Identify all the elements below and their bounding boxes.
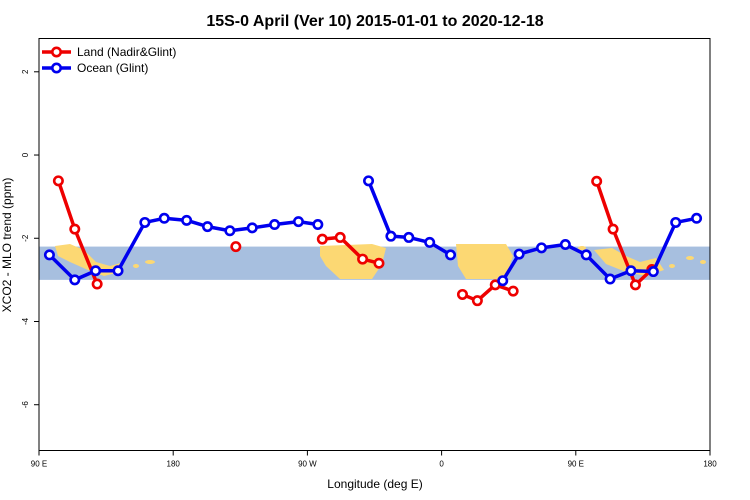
x-tick-label: 180 (703, 460, 717, 469)
series-line (595, 180, 654, 287)
data-point (536, 242, 548, 254)
map-band (39, 244, 710, 280)
series-line (501, 216, 697, 282)
data-point (580, 249, 592, 261)
island (669, 264, 675, 268)
series-line (322, 235, 380, 265)
data-point (334, 231, 346, 243)
data-point (316, 233, 328, 245)
data-point (112, 265, 124, 277)
y-axis-label: XCO2 - MLO trend (ppm) (0, 178, 14, 313)
legend-marker-ocean (50, 62, 62, 74)
data-point (246, 222, 258, 234)
data-point (224, 225, 236, 237)
legend: Land (Nadir&Glint) Ocean (Glint) (42, 45, 176, 75)
island (578, 246, 586, 250)
data-point (647, 266, 659, 278)
data-point (691, 212, 703, 224)
data-point (90, 265, 102, 277)
data-point (445, 249, 457, 261)
land-masses (55, 244, 706, 279)
data-point (424, 236, 436, 248)
data-point (230, 241, 242, 253)
data-point (91, 278, 103, 290)
data-point (373, 257, 385, 269)
legend-label-ocean: Ocean (Glint) (77, 61, 148, 75)
land-mass (456, 244, 513, 279)
y-tick-label: -6 (21, 401, 30, 409)
data-point (559, 239, 571, 251)
plot-frame (38, 38, 711, 451)
land-mass (320, 244, 386, 279)
series-ocean (43, 175, 703, 287)
data-point (629, 279, 641, 291)
data-point (456, 288, 468, 300)
data-point (158, 212, 170, 224)
y-tick-label: 0 (21, 152, 30, 157)
island (686, 256, 694, 260)
legend-entry-ocean: Ocean (Glint) (42, 61, 148, 75)
data-point (292, 216, 304, 228)
y-tick-label: 2 (21, 69, 30, 74)
data-point (507, 285, 519, 297)
x-tick-label: 180 (167, 460, 181, 469)
island (700, 260, 706, 264)
y-tick-label: -2 (21, 234, 30, 242)
data-point (69, 223, 81, 235)
legend-marker-land (50, 46, 62, 58)
land-mass (55, 244, 124, 276)
data-point (312, 219, 324, 231)
island (145, 260, 155, 264)
y-tick-label: -4 (21, 317, 30, 325)
data-point (363, 175, 375, 187)
data-point (607, 223, 619, 235)
x-tick-label: 90 E (568, 460, 584, 469)
data-point (513, 248, 525, 260)
data-point (43, 249, 55, 261)
data-point (139, 216, 151, 228)
data-point (269, 219, 281, 231)
data-point (181, 214, 193, 226)
data-point (69, 274, 81, 286)
series-line (461, 283, 514, 303)
data-point (403, 231, 415, 243)
data-point (201, 221, 213, 233)
series-layer (43, 175, 703, 307)
x-axis: 90 E 180 90 W 0 90 E 180 (31, 450, 717, 469)
series-land (52, 175, 658, 307)
x-axis-label: Longitude (deg E) (327, 477, 422, 491)
data-point (591, 175, 603, 187)
data-point (625, 265, 637, 277)
series-line (366, 180, 452, 257)
x-tick-label: 90 E (31, 460, 47, 469)
data-point (52, 175, 64, 187)
data-point (357, 253, 369, 265)
x-tick-label: 0 (439, 460, 444, 469)
x-tick-label: 90 W (298, 460, 317, 469)
y-axis: 2 0 -2 -4 -6 (21, 69, 39, 408)
data-point (670, 216, 682, 228)
chart-title: 15S-0 April (Ver 10) 2015-01-01 to 2020-… (206, 13, 543, 30)
island (133, 264, 139, 268)
data-point (604, 273, 616, 285)
data-point (497, 275, 509, 287)
legend-label-land: Land (Nadir&Glint) (77, 45, 176, 59)
data-point (385, 230, 397, 242)
data-point (471, 295, 483, 307)
legend-entry-land: Land (Nadir&Glint) (42, 45, 176, 59)
